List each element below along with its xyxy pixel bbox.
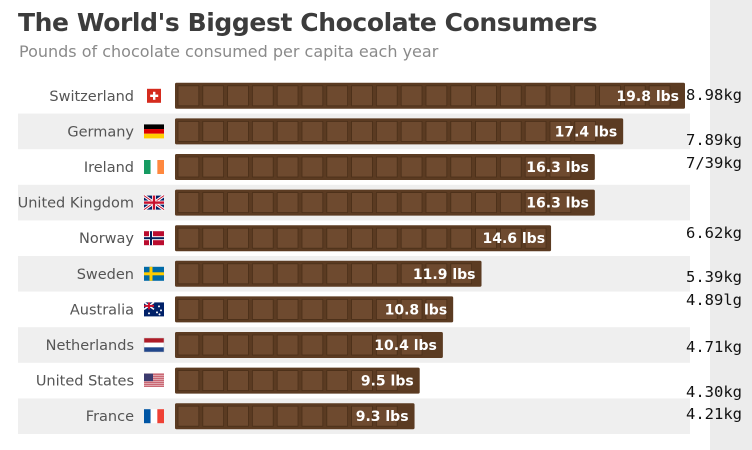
value-label: 19.8 lbs (616, 89, 679, 105)
annotation-label: 7.89kg (686, 131, 742, 149)
bar (175, 225, 552, 252)
country-label: Ireland (84, 160, 134, 176)
norway-flag-icon (144, 231, 164, 246)
france-flag-icon (144, 409, 164, 424)
bar (175, 403, 415, 430)
bar (175, 260, 482, 287)
value-label: 14.6 lbs (482, 231, 545, 247)
country-label: France (86, 409, 134, 425)
switzerland-flag-icon (147, 88, 161, 103)
annotation-label: 5.39kg (686, 268, 742, 286)
country-label: United States (36, 374, 134, 390)
value-label: 9.3 lbs (356, 409, 409, 425)
bar (175, 189, 595, 216)
annotation-label: 4.89lg (686, 291, 742, 309)
netherlands-flag-icon (143, 337, 165, 353)
chart-subtitle: Pounds of chocolate consumed per capita … (19, 42, 439, 61)
country-label: Norway (79, 231, 134, 247)
bar-chart: Switzerland 19.8 lbs Germany 17.4 lbs Irelan… (18, 82, 690, 434)
sweden-flag-icon (144, 266, 164, 281)
country-label: Germany (67, 124, 134, 140)
bar (175, 296, 454, 323)
value-label: 17.4 lbs (555, 124, 618, 140)
right-margin-strip (710, 0, 752, 450)
bar (175, 118, 624, 145)
chart-canvas: The World's Biggest Chocolate Consumers … (17, 8, 690, 434)
ireland-flag-icon (144, 160, 164, 174)
germany-flag-icon (144, 124, 164, 139)
annotation-label: 4.30kg (686, 383, 742, 401)
value-label: 10.4 lbs (374, 338, 437, 354)
australia-flag-icon (143, 301, 164, 317)
bar (175, 154, 595, 180)
bar (175, 82, 685, 109)
value-label: 16.3 lbs (526, 196, 589, 212)
annotation-label: 4.71kg (686, 338, 742, 356)
united-states-flag-icon (144, 373, 164, 388)
bar (175, 332, 443, 358)
value-label: 16.3 lbs (526, 160, 589, 176)
country-label: Netherlands (46, 338, 134, 354)
bar (175, 367, 420, 394)
united-kingdom-flag-icon (143, 194, 165, 211)
value-label: 10.8 lbs (385, 302, 448, 318)
country-label: Switzerland (49, 89, 134, 105)
annotation-label: 7/39kg (686, 154, 742, 172)
annotation-label: 8.98kg (686, 86, 742, 104)
chart-title: The World's Biggest Chocolate Consumers (18, 8, 598, 37)
country-label: Australia (70, 302, 134, 318)
country-label: Sweden (77, 267, 134, 283)
annotation-label: 6.62kg (686, 224, 742, 242)
country-label: United Kingdom (18, 196, 134, 212)
value-label: 9.5 lbs (361, 374, 414, 390)
value-label: 11.9 lbs (413, 267, 476, 283)
annotation-label: 4.21kg (686, 405, 742, 423)
